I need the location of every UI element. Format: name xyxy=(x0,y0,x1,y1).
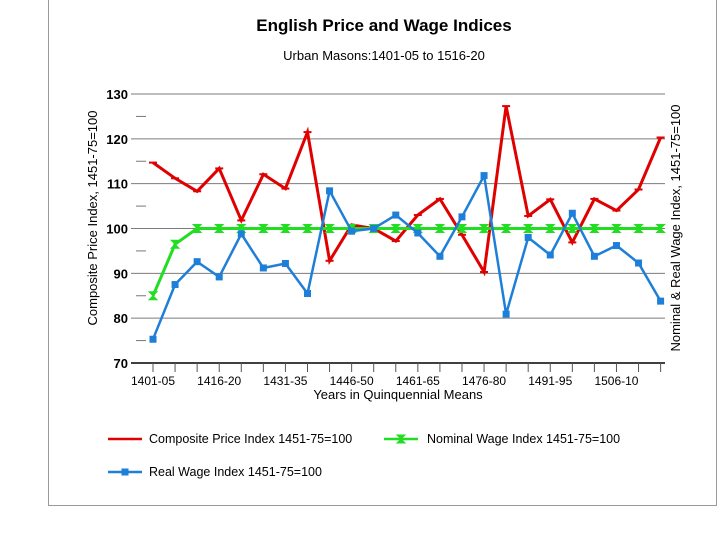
y-tick-label: 100 xyxy=(106,222,128,237)
data-point xyxy=(589,224,600,233)
data-point xyxy=(392,211,400,219)
data-point xyxy=(169,239,181,249)
legend-label: Nominal Wage Index 1451-75=100 xyxy=(427,432,620,446)
data-point xyxy=(237,230,245,238)
data-point xyxy=(414,229,422,237)
legend-label: Real Wage Index 1451-75=100 xyxy=(149,465,322,479)
data-point xyxy=(436,252,444,260)
series-line xyxy=(151,227,661,297)
y2-axis-label: Nominal & Real Wage Index, 1451-75=100 xyxy=(668,104,683,351)
chart-title: English Price and Wage Indices xyxy=(256,16,511,35)
data-point xyxy=(214,224,225,233)
data-point xyxy=(568,209,576,217)
legend-item: Composite Price Index 1451-75=100 xyxy=(108,432,352,446)
data-point xyxy=(500,224,512,233)
data-point xyxy=(612,242,620,250)
data-point xyxy=(326,187,334,195)
data-point xyxy=(458,213,466,221)
data-point xyxy=(590,252,598,260)
data-point xyxy=(390,224,401,233)
data-point xyxy=(434,224,446,233)
data-point xyxy=(655,224,666,233)
data-point xyxy=(546,251,554,259)
data-point xyxy=(545,224,556,233)
data-point xyxy=(635,259,643,267)
legend-label: Composite Price Index 1451-75=100 xyxy=(149,432,352,446)
x-tick-label: 1446-50 xyxy=(330,374,374,388)
y-tick-label: 130 xyxy=(106,87,128,102)
data-point xyxy=(280,224,291,233)
axes: 70 80 90 100 110 120 130 1401-05 1416-20 1431-35 1… xyxy=(106,87,665,388)
data-point xyxy=(524,233,532,241)
x-tick-label: 1401-05 xyxy=(131,374,175,388)
data-point xyxy=(193,258,201,266)
data-point xyxy=(567,224,578,233)
y-tick-label: 70 xyxy=(114,356,128,371)
data-point xyxy=(303,290,311,298)
data-point xyxy=(302,224,313,233)
x-tick-label: 1476-80 xyxy=(462,374,506,388)
x-tick-label: 1491-95 xyxy=(528,374,572,388)
data-point xyxy=(480,172,488,180)
y-tick-label: 90 xyxy=(114,266,128,281)
y-tick-label: 80 xyxy=(114,311,128,326)
data-point xyxy=(502,310,510,318)
data-point xyxy=(456,224,468,233)
data-point xyxy=(611,224,622,233)
chart-frame xyxy=(48,0,717,506)
data-point xyxy=(171,281,179,289)
x-tick-label: 1461-65 xyxy=(396,374,440,388)
series-1 xyxy=(149,105,665,277)
data-point xyxy=(149,335,157,343)
chart-subtitle: Urban Masons:1401-05 to 1516-20 xyxy=(283,48,485,63)
data-point xyxy=(633,224,644,233)
x-tick-label: 1506-10 xyxy=(594,374,638,388)
series-line xyxy=(151,171,662,340)
data-point xyxy=(348,227,356,235)
data-point xyxy=(657,297,665,305)
data-point xyxy=(478,224,490,233)
x-tick-label: 1416-20 xyxy=(197,374,241,388)
y-tick-label: 120 xyxy=(106,132,128,147)
series-layer xyxy=(147,105,666,343)
data-point xyxy=(259,264,267,272)
legend-marker xyxy=(121,468,129,476)
series-2 xyxy=(147,224,666,301)
legend-marker xyxy=(395,434,407,444)
data-point xyxy=(258,224,269,233)
x-axis-label: Years in Quinquennial Means xyxy=(313,387,483,402)
legend-item: Nominal Wage Index 1451-75=100 xyxy=(384,432,620,446)
data-point xyxy=(281,259,289,267)
data-point xyxy=(370,225,378,232)
y-tick-label: 110 xyxy=(107,177,128,192)
series-line xyxy=(152,105,662,277)
data-point xyxy=(191,224,203,233)
legend: Composite Price Index 1451-75=100 Nominal… xyxy=(108,432,620,479)
data-point xyxy=(324,224,335,233)
legend-item: Real Wage Index 1451-75=100 xyxy=(108,465,322,479)
data-point xyxy=(215,273,223,281)
data-point xyxy=(522,224,534,233)
y-axis-label: Composite Price Index, 1451-75=100 xyxy=(85,111,100,326)
series-3 xyxy=(149,171,665,343)
x-tick-label: 1431-35 xyxy=(263,374,307,388)
data-point xyxy=(147,291,159,301)
